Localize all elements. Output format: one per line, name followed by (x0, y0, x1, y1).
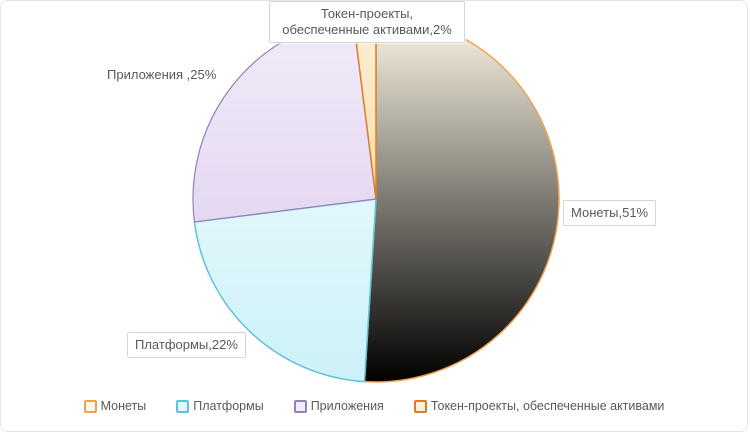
legend-swatch-apps-icon (293, 399, 307, 413)
legend-label-coins: Монеты (100, 399, 147, 413)
data-label-platforms[interactable]: Платформы,22% (127, 332, 246, 358)
data-label-apps[interactable]: Приложения ,25% (107, 67, 217, 82)
data-label-token-projects[interactable]: Токен-проекты, обеспеченные активами,2% (269, 1, 465, 43)
legend-item-platforms[interactable]: Платформы (176, 399, 264, 413)
legend-item-apps[interactable]: Приложения (293, 399, 384, 413)
legend-item-coins[interactable]: Монеты (83, 399, 147, 413)
legend-swatch-platforms-icon (176, 399, 190, 413)
data-label-token-line1: Токен-проекты, (320, 6, 414, 21)
legend-swatch-coins-icon (83, 399, 97, 413)
pie-slice-2[interactable] (192, 16, 377, 223)
legend-label-apps: Приложения (310, 399, 384, 413)
pie-slice-1[interactable] (193, 198, 377, 383)
pie-slice-0[interactable] (363, 15, 560, 383)
legend-item-token-projects[interactable]: Токен-проекты, обеспеченные активами (413, 399, 665, 413)
data-label-coins[interactable]: Монеты,51% (563, 200, 657, 226)
legend-label-platforms: Платформы (193, 399, 264, 413)
data-label-token-line2: обеспеченные активами,2% (282, 22, 452, 37)
chart-legend: Монеты Платформы Приложения Токен-проект… (1, 399, 747, 413)
legend-swatch-token-projects-icon (413, 399, 427, 413)
legend-label-token-projects: Токен-проекты, обеспеченные активами (430, 399, 665, 413)
